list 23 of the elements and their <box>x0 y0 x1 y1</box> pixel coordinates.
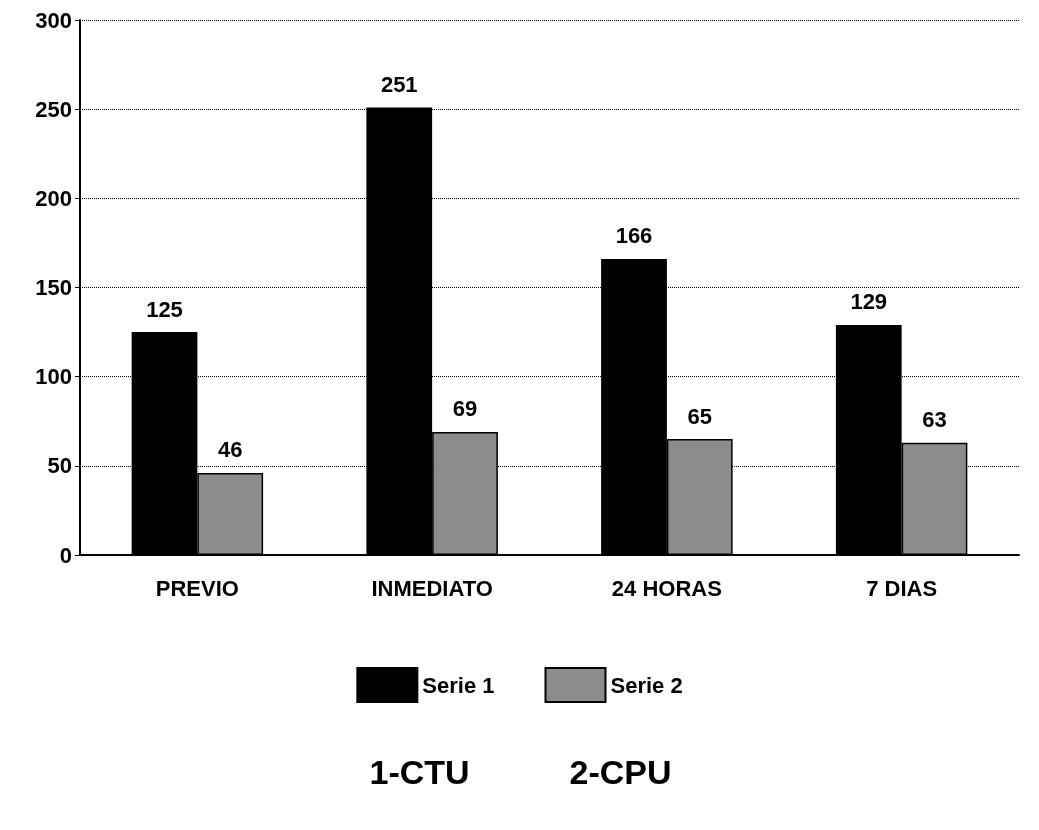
y-tick-label: 0 <box>59 542 72 568</box>
legend-label: Serie 2 <box>610 672 683 698</box>
text: 2-CPU <box>569 753 672 791</box>
y-tick-label: 100 <box>35 364 72 390</box>
y-tick-label: 250 <box>35 96 72 122</box>
text: 1-CTU <box>369 753 470 791</box>
data-label: 46 <box>218 437 243 463</box>
x-tick-label: 7 DIAS <box>866 575 938 601</box>
y-tick-label: 150 <box>35 275 72 300</box>
y-tick-label: 300 <box>35 7 72 33</box>
data-label: 129 <box>850 289 888 315</box>
x-tick-label: INMEDIATO <box>371 575 493 601</box>
y-tick-label: 200 <box>35 185 72 211</box>
data-label: 69 <box>452 396 478 422</box>
data-label: 125 <box>146 296 183 322</box>
x-tick-label: PREVIO <box>155 575 239 601</box>
data-label: 166 <box>615 223 653 249</box>
x-tick-label: 24 HORAS <box>611 575 722 601</box>
data-label: 65 <box>687 403 712 429</box>
legend-label: Serie 1 <box>422 672 495 698</box>
data-label: 63 <box>922 407 947 433</box>
y-tick-label: 50 <box>47 453 72 479</box>
data-label: 251 <box>380 71 418 97</box>
